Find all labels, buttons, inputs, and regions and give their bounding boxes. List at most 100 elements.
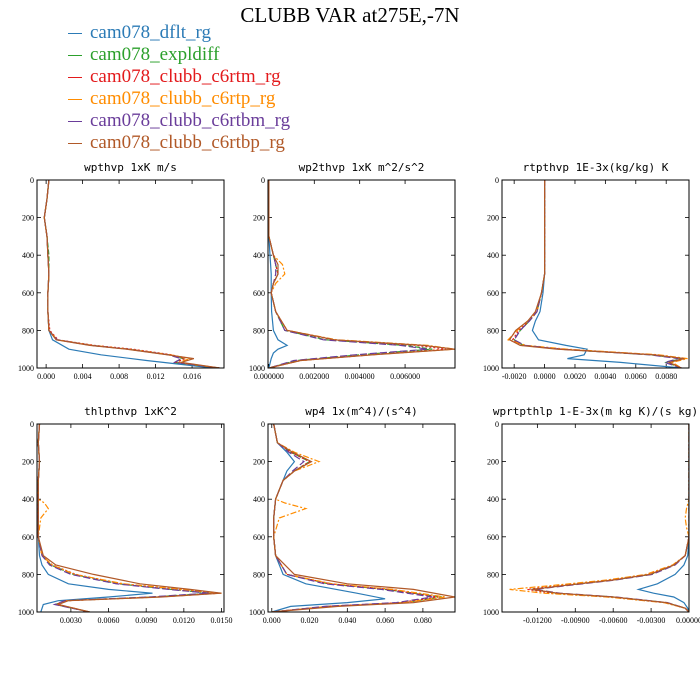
- panel-title: wpthvp 1xK m/s: [84, 161, 177, 174]
- y-tick-label: 200: [487, 458, 499, 467]
- x-tick-label: 0.060: [376, 616, 394, 625]
- y-tick-label: 600: [253, 533, 265, 542]
- y-tick-label: 1000: [18, 608, 34, 617]
- series-line-2: [271, 424, 442, 612]
- x-tick-label: 0.000000: [254, 372, 284, 381]
- legend-label: cam078_clubb_c6rtbp_rg: [90, 132, 285, 153]
- x-tick-label: 0.0020: [564, 372, 586, 381]
- y-tick-label: 400: [22, 251, 34, 260]
- y-tick-label: 0: [261, 420, 265, 429]
- y-tick-label: 1000: [249, 608, 265, 617]
- series-line-1: [43, 180, 215, 368]
- series-line-5: [43, 180, 220, 368]
- y-tick-label: 400: [253, 495, 265, 504]
- series-line-6: [43, 180, 220, 368]
- series-line-2: [531, 424, 689, 612]
- y-tick-label: 600: [253, 289, 265, 298]
- x-tick-label: -0.01200: [523, 616, 552, 625]
- x-tick-label: 0.0040: [594, 372, 616, 381]
- x-tick-label: 0.040: [338, 616, 356, 625]
- series-line-3: [268, 180, 446, 368]
- chart-panel: thlpthvp 1xK^2 0 200 400 600 800 1000 0.0030 0.0…: [18, 405, 232, 625]
- series-line-4: [268, 180, 455, 368]
- x-tick-label: 0.004000: [345, 372, 375, 381]
- y-tick-label: 0: [30, 176, 34, 185]
- series-line-5: [534, 424, 689, 612]
- plot-frame: [36, 423, 225, 613]
- x-tick-label: 0.000: [37, 372, 55, 381]
- legend-item: cam078_dflt_rg: [68, 22, 290, 44]
- x-tick-label: 0.002000: [299, 372, 329, 381]
- legend-label: cam078_clubb_c6rtp_rg: [90, 88, 276, 109]
- series-line-5: [271, 424, 433, 612]
- legend-swatch: [68, 120, 82, 122]
- x-tick-label: 0.0150: [210, 616, 232, 625]
- legend-label: cam078_clubb_c6rtm_rg: [90, 66, 281, 87]
- y-tick-label: 200: [22, 214, 34, 223]
- series-line-1: [531, 180, 682, 368]
- legend: cam078_dflt_rg cam078_expldiff cam078_club…: [68, 22, 290, 154]
- series-line-4: [43, 180, 220, 368]
- panel-title: wp2thvp 1xK m^2/s^2: [299, 161, 425, 174]
- y-tick-label: 800: [253, 570, 265, 579]
- y-tick-label: 800: [22, 326, 34, 335]
- y-tick-label: 1000: [483, 608, 499, 617]
- series-line-4: [37, 424, 222, 612]
- y-tick-label: 600: [487, 533, 499, 542]
- x-tick-label: 0.000: [263, 616, 281, 625]
- y-tick-label: 800: [253, 326, 265, 335]
- plot-frame: [501, 423, 690, 613]
- x-tick-label: 0.0090: [135, 616, 157, 625]
- series-line-6: [268, 180, 455, 368]
- plot-frame: [267, 423, 456, 613]
- panel-title: rtpthvp 1E-3x(kg/kg) K: [523, 161, 669, 174]
- series-line-3: [527, 424, 689, 612]
- legend-item: cam078_clubb_c6rtbm_rg: [68, 110, 290, 132]
- x-tick-label: 0.0030: [60, 616, 82, 625]
- series-line-5: [268, 180, 428, 368]
- y-tick-label: 200: [253, 214, 265, 223]
- panel-title: wp4 1x(m^4)/(s^4): [305, 405, 418, 418]
- x-tick-label: 0.0080: [655, 372, 677, 381]
- y-tick-label: 600: [22, 533, 34, 542]
- legend-item: cam078_expldiff: [68, 44, 290, 66]
- chart-panel: rtpthvp 1E-3x(kg/kg) K 0 200 400 600 800 1000-…: [483, 161, 690, 381]
- y-tick-label: 200: [253, 458, 265, 467]
- series-line-3: [271, 424, 439, 612]
- x-tick-label: 0.080: [414, 616, 432, 625]
- series-line-6: [508, 180, 685, 368]
- x-tick-label: 0.004: [74, 372, 92, 381]
- y-tick-label: 800: [487, 570, 499, 579]
- series-line-4: [271, 424, 446, 612]
- legend-item: cam078_clubb_c6rtm_rg: [68, 66, 290, 88]
- y-tick-label: 200: [487, 214, 499, 223]
- y-tick-label: 400: [487, 495, 499, 504]
- series-line-3: [43, 180, 220, 368]
- x-tick-label: 0.008: [110, 372, 128, 381]
- x-tick-label: 0.00000: [676, 616, 700, 625]
- legend-item: cam078_clubb_c6rtbp_rg: [68, 132, 290, 154]
- legend-swatch: [68, 54, 82, 56]
- y-tick-label: 1000: [249, 364, 265, 373]
- legend-swatch: [68, 142, 82, 144]
- series-line-6: [532, 424, 689, 612]
- x-tick-label: -0.00900: [561, 616, 590, 625]
- legend-swatch: [68, 98, 82, 100]
- plot-frame: [501, 179, 690, 369]
- legend-swatch: [68, 76, 82, 78]
- y-tick-label: 0: [261, 176, 265, 185]
- figure-title: CLUBB VAR at275E,-7N: [240, 3, 460, 27]
- y-tick-label: 400: [253, 251, 265, 260]
- x-tick-label: 0.006000: [390, 372, 420, 381]
- x-tick-label: 0.0060: [625, 372, 647, 381]
- y-tick-label: 0: [30, 420, 34, 429]
- chart-panel: wprtpthlp 1-E-3x(m kg K)/(s kg) 0 200 400 60…: [483, 405, 700, 625]
- y-tick-label: 1000: [18, 364, 34, 373]
- y-tick-label: 200: [22, 458, 34, 467]
- y-tick-label: 400: [22, 495, 34, 504]
- y-tick-label: 1000: [483, 364, 499, 373]
- x-tick-label: 0.0000: [534, 372, 556, 381]
- x-tick-label: 0.0120: [173, 616, 195, 625]
- legend-label: cam078_clubb_c6rtbm_rg: [90, 110, 291, 131]
